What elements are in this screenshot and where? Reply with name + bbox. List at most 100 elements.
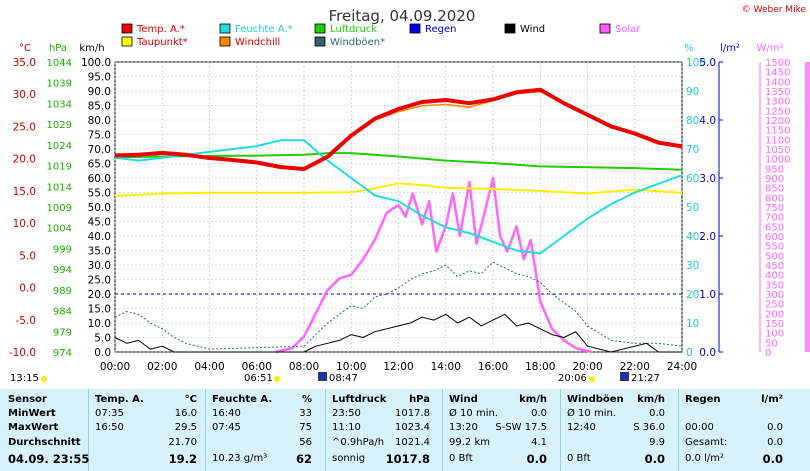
solar-tick: 1000 (765, 155, 790, 166)
wind-tick: 90.0 (88, 86, 111, 98)
wind-tick: 5.0 (94, 333, 111, 345)
time-tick: 08:00 (289, 361, 319, 373)
series-line-solar (275, 176, 593, 354)
statistics-table: Sensor MinWert MaxWert Durchschnitt 04.09. 2… (0, 389, 810, 471)
time-tick: 00:00 (100, 361, 130, 373)
stats-cell-press-label: 23:50 (332, 408, 361, 419)
legend-label: Regen (425, 24, 457, 35)
stats-cell-rain-value: 0.0 (762, 452, 783, 466)
stats-cell-gust-label: 0 Bft (567, 453, 591, 464)
stats-cell-wind-value: 4.1 (531, 437, 547, 448)
humidity-tick: 100 (686, 57, 706, 69)
pressure-tick: 1019 (47, 162, 72, 173)
legend-swatch (409, 23, 421, 34)
stats-cell-temp-value: 21.70 (168, 437, 197, 448)
solar-tick: 1350 (765, 87, 790, 98)
stats-unit-press: hPa (409, 394, 430, 405)
time-tick: 14:00 (431, 361, 461, 373)
legend-label: Feuchte A.* (235, 24, 293, 35)
legend-label: Wind (520, 24, 545, 35)
pressure-tick: 1009 (47, 203, 72, 214)
stats-unit-rain: l/m² (761, 394, 783, 405)
stats-cell-gust-value: 9.9 (649, 437, 665, 448)
stats-cell-gust-value: S 36.0 (633, 422, 665, 433)
stats-cell-rain-value: 0.0 (767, 422, 783, 433)
legend-swatch (219, 36, 231, 47)
wind-tick: 65.0 (88, 159, 111, 171)
wind-tick: 30.0 (88, 260, 111, 272)
legend-label: Windchill (235, 37, 280, 48)
solar-tick: 850 (765, 184, 784, 195)
time-tick: 18:00 (525, 361, 555, 373)
wind-tick: 80.0 (88, 115, 111, 127)
series-line-temp (114, 87, 683, 171)
legend-label: Taupunkt* (136, 37, 188, 48)
pressure-tick: 999 (53, 244, 72, 255)
series-line-dewpoint (114, 182, 683, 197)
stats-unit-gust: km/h (637, 394, 665, 405)
wind-tick: 35.0 (88, 246, 111, 258)
stats-cell-hum-label: 10.23 g/m³ (212, 453, 268, 464)
chart-title: Freitag, 04.09.2020 (329, 7, 476, 25)
stats-cell-press-label: ^0.9hPa/h (332, 437, 385, 448)
temp-tick: 20.0 (13, 154, 36, 166)
stats-row-label: Durchschnitt (8, 437, 81, 448)
stats-cell-temp-value: 29.5 (174, 422, 197, 433)
solar-tick: 350 (765, 280, 784, 291)
stats-cell-rain-value: 0.0 (767, 437, 783, 448)
temp-tick: 15.0 (13, 186, 36, 198)
pressure-tick: 1044 (47, 58, 72, 69)
wind-tick: 40.0 (88, 231, 111, 243)
wind-tick: 50.0 (88, 202, 111, 214)
temp-tick: 5.0 (19, 250, 36, 262)
solar-tick: 1150 (765, 126, 790, 137)
legend-swatch (219, 23, 231, 34)
stats-cell-hum-value: 75 (299, 422, 312, 433)
stats-header-sensor: Sensor (8, 394, 47, 405)
stats-unit-hum: % (301, 394, 312, 405)
legend-swatch (121, 23, 133, 34)
solar-tick: 1500 (765, 58, 790, 69)
pressure-tick: 974 (53, 348, 72, 359)
series-line-pressure (114, 152, 683, 171)
solar-tick: 150 (765, 319, 784, 330)
wind-tick: 15.0 (88, 304, 111, 316)
time-tick: 24:00 (667, 361, 697, 373)
wind-tick: 100.0 (81, 57, 111, 69)
stats-cell-wind-label: Ø 10 min. (449, 408, 498, 419)
legend-swatch (121, 36, 133, 47)
stats-cell-hum-value: 62 (295, 452, 312, 466)
solar-tick: 600 (765, 232, 784, 243)
pressure-tick: 1034 (47, 99, 72, 110)
moonrise-time: 21:27 (631, 373, 660, 384)
solar-tick: 550 (765, 242, 784, 253)
stats-cell-rain-label: Gesamt: (685, 437, 728, 448)
sunrise2-time: 08:47 (329, 373, 358, 384)
solar-tick: 200 (765, 309, 784, 320)
stats-cell-hum-value: 56 (299, 437, 312, 448)
wind-tick: 85.0 (88, 101, 111, 113)
solar-tick: 100 (765, 329, 784, 340)
rain-unit: l/m² (720, 43, 740, 54)
rain-tick: 2.0 (699, 231, 716, 243)
stats-cell-press-label: 11:10 (332, 422, 361, 433)
legend-label: Solar (615, 24, 641, 35)
time-tick: 12:00 (383, 361, 413, 373)
time-tick: 06:00 (242, 361, 272, 373)
solar-tick: 250 (765, 300, 784, 311)
solar-tick: 1300 (765, 97, 790, 108)
pressure-unit: hPa (49, 43, 67, 54)
moon-icon (41, 376, 47, 382)
solar-tick: 450 (765, 261, 784, 272)
temp-tick: 10.0 (13, 218, 36, 230)
humidity-tick: 0 (686, 347, 693, 359)
temp-tick: 0.0 (19, 283, 36, 295)
stats-cell-wind-value: S-SW 17.5 (495, 422, 547, 433)
solar-tick: 1450 (765, 68, 790, 79)
temp-tick: -10.0 (9, 347, 36, 359)
humidity-tick: 30 (686, 260, 699, 272)
solar-tick: 1050 (765, 145, 790, 156)
humidity-tick: 80 (686, 115, 699, 127)
pressure-tick: 1024 (47, 141, 72, 152)
rain-tick: 4.0 (699, 115, 716, 127)
